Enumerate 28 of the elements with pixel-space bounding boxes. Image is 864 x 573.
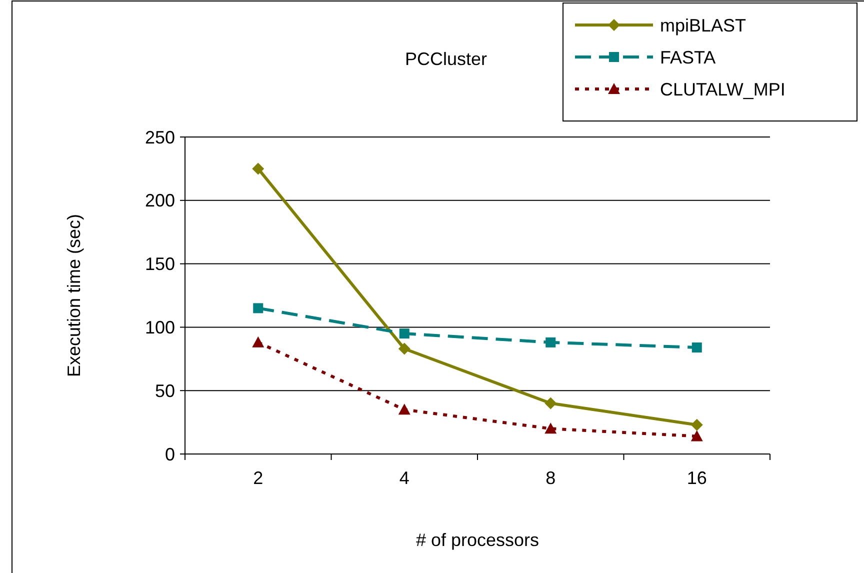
y-tick-label: 150 bbox=[144, 254, 175, 274]
point bbox=[692, 342, 702, 352]
y-axis-title: Execution time (sec) bbox=[64, 214, 84, 378]
x-tick-label: 4 bbox=[399, 468, 410, 488]
legend-label: mpiBLAST bbox=[660, 15, 746, 36]
y-tick-label: 100 bbox=[144, 318, 175, 338]
point bbox=[253, 303, 264, 314]
legend-label: CLUTALW_MPI bbox=[660, 79, 786, 100]
point bbox=[252, 336, 264, 348]
point bbox=[399, 328, 410, 339]
x-tick-label: 16 bbox=[686, 468, 707, 488]
y-tick-label: 0 bbox=[164, 444, 175, 464]
point bbox=[252, 162, 264, 175]
x-tick-label: 8 bbox=[546, 468, 556, 488]
x-tick-label: 2 bbox=[253, 468, 264, 488]
point bbox=[544, 397, 557, 410]
x-axis-title: # of processors bbox=[416, 530, 540, 550]
point bbox=[690, 418, 703, 431]
point bbox=[546, 337, 556, 348]
chart-title: PCCluster bbox=[404, 49, 488, 69]
y-tick-label: 250 bbox=[144, 127, 175, 148]
legend-label: FASTA bbox=[660, 47, 716, 68]
y-tick-label: 200 bbox=[144, 190, 175, 211]
y-tick-label: 50 bbox=[154, 380, 175, 401]
point bbox=[398, 404, 410, 415]
point bbox=[690, 430, 703, 442]
point bbox=[544, 422, 557, 434]
point bbox=[398, 342, 410, 355]
